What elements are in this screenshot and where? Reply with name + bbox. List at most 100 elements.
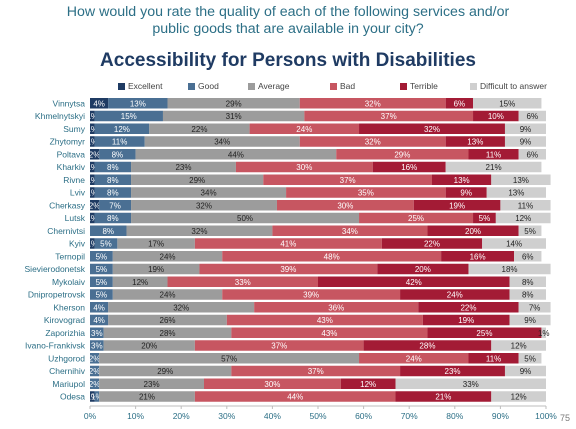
bar-bad-mariupol [204,378,341,389]
data-label-bad-chernihiv: 37% [308,367,324,376]
bar-difficult-to-answer-kharkiv [445,161,542,173]
bar-average-kharkiv [131,161,236,173]
bar-excellent-lutsk [90,212,95,224]
category-label-chernihiv: Chernihiv [49,366,86,376]
bar-good-mykolaiv [90,276,113,287]
data-label-bad-cherkasy: 30% [337,201,353,210]
data-label-terrible-zhytomyr: 13% [467,138,483,147]
bar-terrible-kyiv [381,238,483,249]
data-label-bad-rivne: 37% [340,176,356,185]
bar-excellent-kharkiv [90,161,95,173]
bar-difficult-to-answer-lviv [486,187,546,198]
bar-terrible-zhytomyr [445,136,505,147]
bar-terrible-lviv [445,187,487,198]
bar-difficult-to-answer-lutsk [495,212,551,224]
bar-difficult-to-answer-mariupol [395,378,546,389]
data-label-terrible-zaporizhia: 25% [476,329,492,338]
bar-difficult-to-answer-kyiv [482,238,546,249]
data-label-difficult-to-answer-khmelnytskyi: 6% [527,112,539,121]
category-label-mykolaiv: Mykolaiv [52,277,86,287]
category-label-rivne: Rivne [63,175,85,185]
data-label-average-lviv: 34% [201,189,217,198]
data-label-good-kherson: 4% [93,303,105,312]
page-number: 75 [559,413,570,423]
bar-average-lutsk [131,212,360,224]
data-label-excellent-poltava: 2% [89,150,101,159]
bar-average-dnipropetrovsk [112,289,223,300]
bar-good-zaporizhia [90,327,104,338]
bar-bad-zaporizhia [231,327,428,338]
bar-excellent-cherkasy [90,200,100,211]
data-label-terrible-kharkiv: 16% [401,163,417,172]
data-label-terrible-dnipropetrovsk: 24% [447,291,463,300]
bar-terrible-kirovograd [422,314,510,326]
bar-terrible-chernivtsi [427,225,519,236]
bar-bad-kherson [254,302,419,313]
data-label-terrible-rivne: 13% [454,176,470,185]
data-label-bad-uzhgorod: 24% [406,354,422,363]
data-label-difficult-to-answer-kyiv: 14% [506,240,522,249]
data-label-average-chernihiv: 29% [157,367,173,376]
bar-good-chernihiv [90,365,100,377]
x-tick-label-5: 50% [309,411,326,421]
bar-bad-chernihiv [231,365,401,377]
bar-difficult-to-answer-ivano-frankivsk [491,340,546,351]
data-label-average-mykolaiv: 12% [132,278,148,287]
data-label-bad-dnipropetrovsk: 39% [303,291,319,300]
bar-difficult-to-answer-cherkasy [500,200,551,211]
data-label-bad-mariupol: 30% [264,380,280,389]
data-label-terrible-mykolaiv: 42% [406,278,422,287]
data-label-difficult-to-answer-kherson: 7% [529,303,541,312]
bar-bad-uzhgorod [359,353,469,364]
data-label-bad-lviv: 35% [358,189,374,198]
bar-good-rivne [94,174,132,185]
bar-terrible-kharkiv [372,161,446,173]
data-label-excellent-sumy: 1% [86,125,98,134]
data-label-average-sievierodonetsk: 19% [148,265,164,274]
data-label-average-kyiv: 17% [148,240,164,249]
bar-bad-mykolaiv [167,276,318,287]
survey-question: How would you rate the quality of each o… [0,4,576,38]
data-label-terrible-mariupol: 12% [360,380,376,389]
data-label-terrible-chernihiv: 23% [445,367,461,376]
bar-bad-cherkasy [276,200,414,211]
data-label-good-vinnytsa: 13% [130,99,146,108]
bar-bad-dnipropetrovsk [222,289,401,300]
x-tick-label-8: 80% [446,411,463,421]
data-label-terrible-sumy: 32% [424,125,440,134]
data-label-bad-chernivtsi: 34% [342,227,358,236]
data-label-good-sumy: 12% [114,125,130,134]
bar-bad-lutsk [359,212,474,224]
data-label-bad-kyiv: 41% [280,240,296,249]
bar-average-zhytomyr [144,136,300,147]
bar-average-mariupol [99,378,204,389]
data-label-bad-khmelnytskyi: 37% [381,112,397,121]
bar-average-rivne [131,174,264,185]
category-label-odesa: Odesa [60,392,85,402]
bar-difficult-to-answer-mykolaiv [509,276,546,287]
data-label-average-lutsk: 50% [237,214,253,223]
data-label-good-zaporizhia: 3% [91,329,103,338]
bar-difficult-to-answer-poltava [518,149,546,160]
legend-label-average: Average [258,81,290,91]
x-tick-label-3: 30% [218,411,235,421]
data-label-average-sumy: 22% [191,125,207,134]
data-label-bad-zhytomyr: 32% [365,138,381,147]
data-label-good-ivano-frankivsk: 3% [91,342,103,351]
data-label-terrible-vinnytsa: 6% [454,99,466,108]
data-label-difficult-to-answer-mariupol: 33% [463,380,479,389]
chart-title: Accessibility for Persons with Disabilit… [100,50,476,71]
data-label-excellent-kharkiv: 1% [86,163,98,172]
bar-terrible-rivne [432,174,492,185]
category-label-lutsk: Lutsk [65,213,86,223]
bar-terrible-dnipropetrovsk [400,289,510,300]
data-label-terrible-kherson: 22% [460,303,476,312]
legend-swatch-bad [330,83,337,90]
bar-good-kherson [90,302,109,313]
data-label-terrible-lviv: 9% [460,189,472,198]
legend-label-good: Good [198,81,219,91]
bar-terrible-vinnytsa [445,98,474,109]
bar-good-lviv [94,187,132,198]
data-label-average-mariupol: 23% [144,380,160,389]
